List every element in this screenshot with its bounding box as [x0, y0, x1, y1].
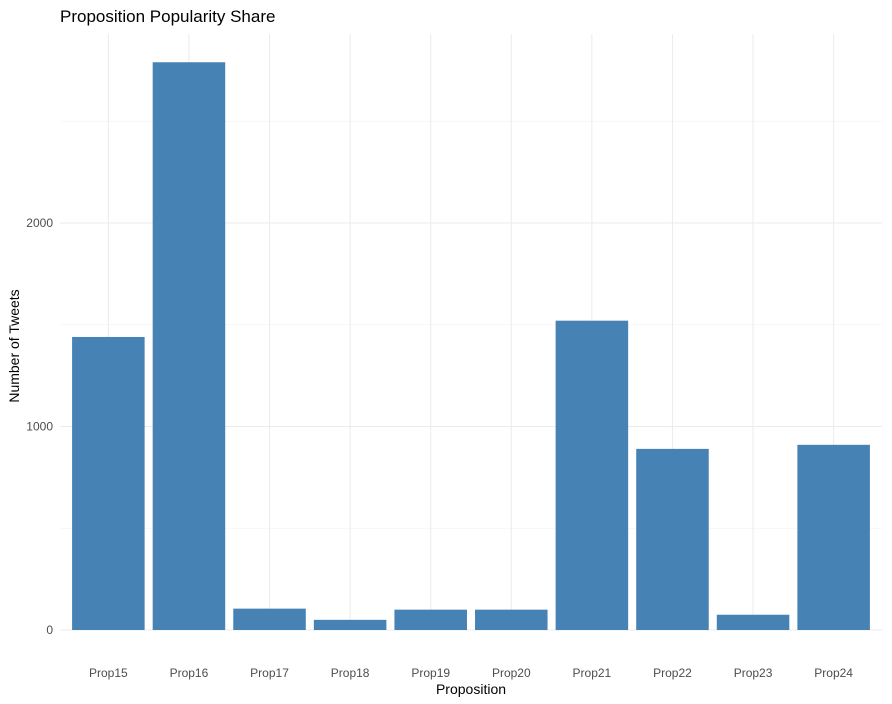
x-tick-label: Prop15 [89, 666, 128, 680]
x-tick-label: Prop21 [573, 666, 612, 680]
bar-prop17 [233, 608, 306, 630]
x-tick-label: Prop22 [653, 666, 692, 680]
x-tick-label: Prop20 [492, 666, 531, 680]
x-axis-ticks: Prop15 Prop16 Prop17 Prop18 Prop19 Prop20 Prop… [89, 666, 853, 680]
x-tick-label: Prop17 [250, 666, 289, 680]
x-tick-label: Prop18 [331, 666, 370, 680]
y-axis-ticks: 0 1000 2000 [26, 216, 53, 637]
bar-prop22 [636, 448, 709, 630]
bar-prop15 [72, 336, 145, 630]
bar-prop21 [555, 320, 629, 630]
x-tick-label: Prop24 [814, 666, 853, 680]
bar-prop23 [716, 614, 790, 630]
bar-prop24 [797, 444, 870, 630]
bars [72, 62, 870, 631]
y-tick-label: 0 [46, 623, 53, 637]
x-tick-label: Prop23 [734, 666, 773, 680]
x-tick-label: Prop16 [170, 666, 209, 680]
bar-prop20 [475, 609, 548, 630]
y-axis-title: Number of Tweets [6, 289, 22, 402]
bar-prop19 [394, 609, 467, 630]
y-tick-label: 2000 [26, 216, 53, 230]
bar-prop16 [152, 62, 226, 631]
x-axis-title: Proposition [436, 681, 506, 697]
chart-title: Proposition Popularity Share [60, 7, 275, 26]
bar-prop18 [313, 619, 387, 630]
x-tick-label: Prop19 [411, 666, 450, 680]
y-tick-label: 1000 [26, 420, 53, 434]
